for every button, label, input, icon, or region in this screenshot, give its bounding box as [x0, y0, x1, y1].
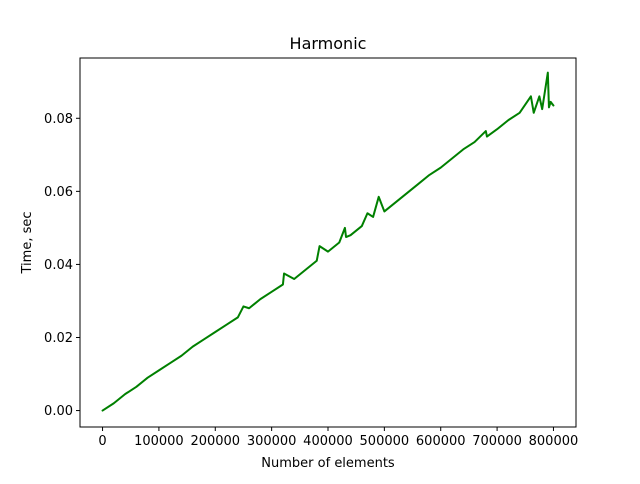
x-tick-label: 200000 [190, 434, 240, 449]
plot-area [101, 71, 555, 412]
x-tick-label: 100000 [134, 434, 184, 449]
series-line-0 [101, 71, 555, 412]
chart-title: Harmonic [290, 34, 367, 53]
x-tick-label: 600000 [416, 434, 466, 449]
x-tick-label: 300000 [247, 434, 297, 449]
x-tick-label: 700000 [472, 434, 522, 449]
y-tick-label: 0.04 [44, 258, 73, 273]
y-axis: 0.00 0.02 0.04 0.06 0.08 [44, 112, 80, 419]
plot-frame [79, 57, 577, 428]
x-tick-label: 500000 [360, 434, 410, 449]
y-axis-label: Time, sec [20, 212, 35, 275]
y-tick-label: 0.06 [44, 185, 73, 200]
y-tick-label: 0.00 [44, 404, 73, 419]
y-tick-label: 0.08 [44, 112, 73, 127]
x-tick-label: 400000 [303, 434, 353, 449]
x-tick-label: 800000 [529, 434, 579, 449]
x-axis-label: Number of elements [261, 456, 395, 471]
x-tick-label: 0 [98, 434, 106, 449]
y-tick-label: 0.02 [44, 331, 73, 346]
x-axis: 0 100000 200000 300000 400000 500000 600000 700… [98, 427, 578, 449]
